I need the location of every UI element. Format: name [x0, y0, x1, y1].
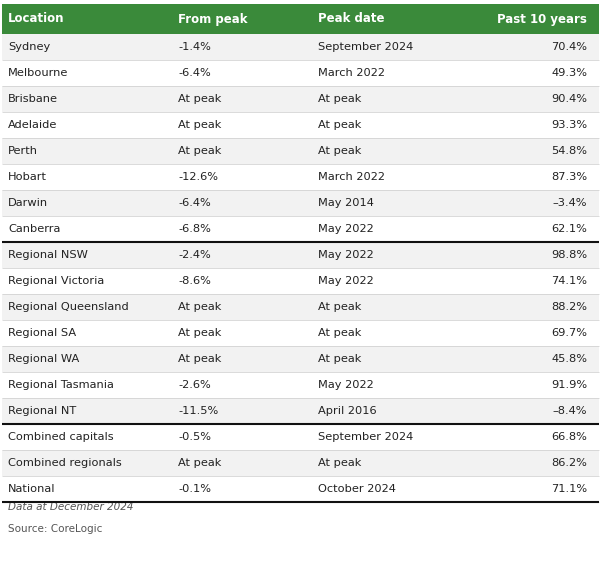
- Text: Data at December 2024: Data at December 2024: [8, 502, 133, 512]
- Text: May 2022: May 2022: [318, 380, 374, 390]
- Text: From peak: From peak: [178, 13, 248, 26]
- Bar: [2, 34, 599, 60]
- Text: Sydney: Sydney: [8, 42, 50, 52]
- Text: 87.3%: 87.3%: [551, 172, 587, 182]
- Text: -6.4%: -6.4%: [178, 198, 211, 208]
- Text: 69.7%: 69.7%: [551, 328, 587, 338]
- Text: At peak: At peak: [318, 328, 361, 338]
- Text: At peak: At peak: [178, 120, 221, 130]
- Text: May 2022: May 2022: [318, 250, 374, 260]
- Text: -0.1%: -0.1%: [178, 484, 211, 494]
- Text: 86.2%: 86.2%: [551, 458, 587, 468]
- Text: -6.4%: -6.4%: [178, 68, 211, 78]
- Bar: [2, 476, 599, 502]
- Text: -1.4%: -1.4%: [178, 42, 211, 52]
- Text: Regional Queensland: Regional Queensland: [8, 302, 129, 312]
- Text: March 2022: March 2022: [318, 172, 385, 182]
- Bar: [2, 112, 599, 138]
- Bar: [2, 320, 599, 346]
- Text: September 2024: September 2024: [318, 42, 413, 52]
- Text: –8.4%: –8.4%: [552, 406, 587, 416]
- Text: 93.3%: 93.3%: [551, 120, 587, 130]
- Text: 98.8%: 98.8%: [551, 250, 587, 260]
- Text: At peak: At peak: [318, 302, 361, 312]
- Text: April 2016: April 2016: [318, 406, 377, 416]
- Bar: [2, 268, 599, 294]
- Text: October 2024: October 2024: [318, 484, 396, 494]
- Text: 74.1%: 74.1%: [551, 276, 587, 286]
- Text: Canberra: Canberra: [8, 224, 60, 234]
- Text: -2.6%: -2.6%: [178, 380, 211, 390]
- Text: Perth: Perth: [8, 146, 38, 156]
- Text: March 2022: March 2022: [318, 68, 385, 78]
- Text: 54.8%: 54.8%: [551, 146, 587, 156]
- Text: Regional Tasmania: Regional Tasmania: [8, 380, 114, 390]
- Text: 70.4%: 70.4%: [551, 42, 587, 52]
- Bar: [2, 424, 599, 450]
- Text: 88.2%: 88.2%: [551, 302, 587, 312]
- Text: Regional SA: Regional SA: [8, 328, 76, 338]
- Text: Hobart: Hobart: [8, 172, 47, 182]
- Text: May 2014: May 2014: [318, 198, 374, 208]
- Bar: [2, 164, 599, 190]
- Text: At peak: At peak: [318, 120, 361, 130]
- Bar: [2, 60, 599, 86]
- Text: -12.6%: -12.6%: [178, 172, 218, 182]
- Bar: [2, 86, 599, 112]
- Text: -11.5%: -11.5%: [178, 406, 218, 416]
- Text: At peak: At peak: [318, 354, 361, 364]
- Text: Melbourne: Melbourne: [8, 68, 69, 78]
- Text: At peak: At peak: [178, 302, 221, 312]
- Text: At peak: At peak: [178, 94, 221, 104]
- Text: 66.8%: 66.8%: [551, 432, 587, 442]
- Text: -6.8%: -6.8%: [178, 224, 211, 234]
- Bar: [2, 190, 599, 216]
- Bar: [2, 4, 599, 34]
- Bar: [2, 346, 599, 372]
- Text: At peak: At peak: [318, 94, 361, 104]
- Text: Past 10 years: Past 10 years: [497, 13, 587, 26]
- Text: 45.8%: 45.8%: [551, 354, 587, 364]
- Text: At peak: At peak: [178, 146, 221, 156]
- Text: 49.3%: 49.3%: [551, 68, 587, 78]
- Bar: [2, 372, 599, 398]
- Text: National: National: [8, 484, 55, 494]
- Text: Regional WA: Regional WA: [8, 354, 79, 364]
- Text: 71.1%: 71.1%: [551, 484, 587, 494]
- Text: Source: CoreLogic: Source: CoreLogic: [8, 524, 102, 534]
- Text: September 2024: September 2024: [318, 432, 413, 442]
- Text: At peak: At peak: [178, 354, 221, 364]
- Bar: [2, 242, 599, 268]
- Text: 91.9%: 91.9%: [551, 380, 587, 390]
- Text: -8.6%: -8.6%: [178, 276, 211, 286]
- Text: Regional NSW: Regional NSW: [8, 250, 88, 260]
- Bar: [2, 216, 599, 242]
- Text: Combined regionals: Combined regionals: [8, 458, 122, 468]
- Bar: [2, 138, 599, 164]
- Text: Darwin: Darwin: [8, 198, 48, 208]
- Text: Adelaide: Adelaide: [8, 120, 57, 130]
- Text: At peak: At peak: [318, 458, 361, 468]
- Text: –3.4%: –3.4%: [552, 198, 587, 208]
- Text: Location: Location: [8, 13, 64, 26]
- Text: Combined capitals: Combined capitals: [8, 432, 114, 442]
- Text: May 2022: May 2022: [318, 224, 374, 234]
- Text: Peak date: Peak date: [318, 13, 385, 26]
- Text: At peak: At peak: [178, 458, 221, 468]
- Bar: [2, 294, 599, 320]
- Text: -0.5%: -0.5%: [178, 432, 211, 442]
- Bar: [2, 398, 599, 424]
- Text: Brisbane: Brisbane: [8, 94, 58, 104]
- Text: May 2022: May 2022: [318, 276, 374, 286]
- Text: Regional NT: Regional NT: [8, 406, 76, 416]
- Text: At peak: At peak: [318, 146, 361, 156]
- Text: At peak: At peak: [178, 328, 221, 338]
- Text: 90.4%: 90.4%: [551, 94, 587, 104]
- Text: -2.4%: -2.4%: [178, 250, 211, 260]
- Text: Regional Victoria: Regional Victoria: [8, 276, 104, 286]
- Text: 62.1%: 62.1%: [551, 224, 587, 234]
- Bar: [2, 450, 599, 476]
